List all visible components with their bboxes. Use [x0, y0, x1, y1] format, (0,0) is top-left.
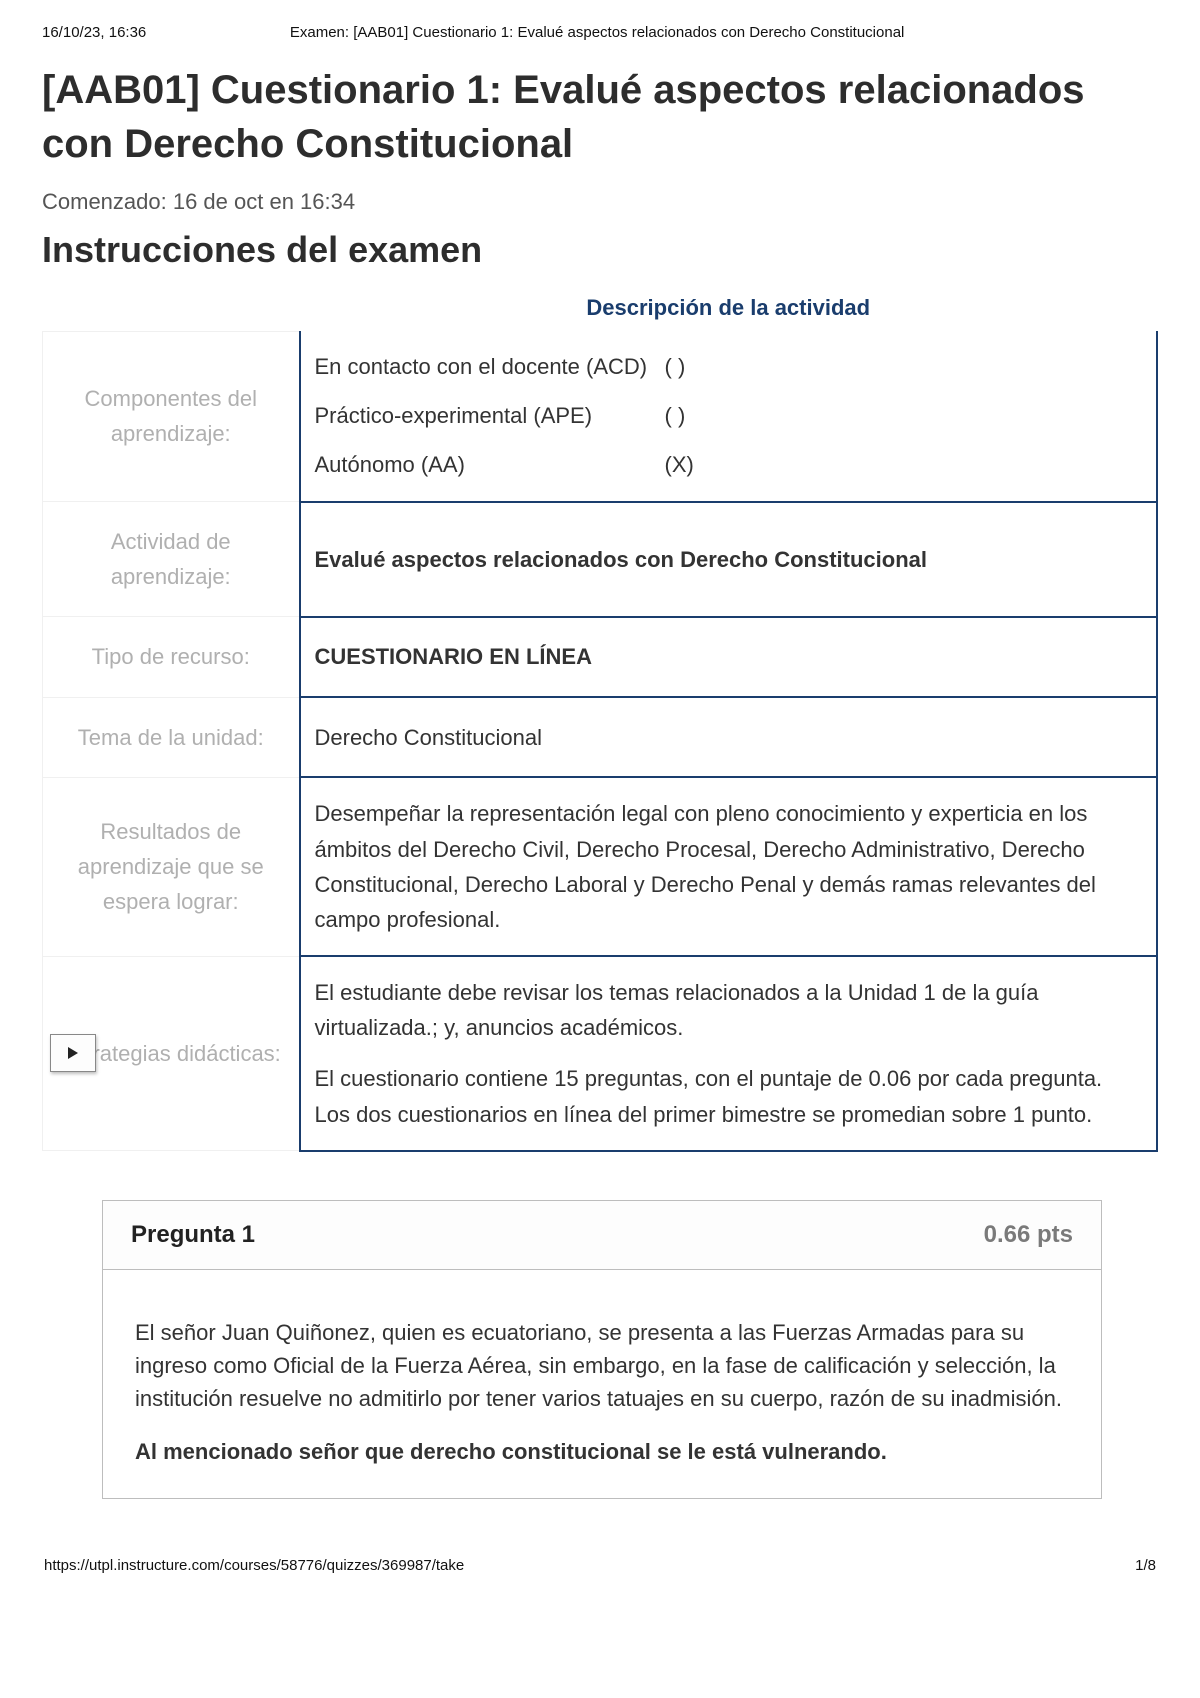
comp-name: En contacto con el docente (ACD): [315, 349, 665, 384]
started-at: Comenzado: 16 de oct en 16:34: [42, 189, 1158, 215]
page-title: [AAB01] Cuestionario 1: Evalué aspectos …: [42, 63, 1158, 171]
comp-name: Práctico-experimental (APE): [315, 398, 665, 433]
print-footer: https://utpl.instructure.com/courses/587…: [42, 1557, 1158, 1574]
row-label-estrategias: Estrategias didácticas:: [43, 956, 300, 1151]
comp-mark: (X): [665, 447, 694, 482]
table-row: Estrategias didácticas: El estudiante de…: [43, 956, 1158, 1151]
play-icon: [68, 1047, 78, 1059]
row-label-actividad: Actividad de aprendizaje:: [43, 502, 300, 617]
print-doc-title: Examen: [AAB01] Cuestionario 1: Evalué a…: [146, 24, 1048, 41]
instructions-heading: Instrucciones del examen: [42, 229, 1158, 271]
row-label-componentes: Componentes del aprendizaje:: [43, 331, 300, 502]
row-value-estrategias: El estudiante debe revisar los temas rel…: [300, 956, 1158, 1151]
table-row: Actividad de aprendizaje: Evalué aspecto…: [43, 502, 1158, 617]
activity-header: Descripción de la actividad: [300, 289, 1158, 331]
table-row: Tipo de recurso: CUESTIONARIO EN LÍNEA: [43, 617, 1158, 697]
row-value-actividad: Evalué aspectos relacionados con Derecho…: [300, 502, 1158, 617]
question-points: 0.66 pts: [984, 1221, 1073, 1249]
play-button[interactable]: [50, 1034, 96, 1072]
estrategias-para2: El cuestionario contiene 15 preguntas, c…: [315, 1061, 1143, 1131]
question-title: Pregunta 1: [131, 1221, 255, 1249]
estrategias-para1: El estudiante debe revisar los temas rel…: [315, 975, 1143, 1045]
question-box: Pregunta 1 0.66 pts El señor Juan Quiñon…: [102, 1200, 1102, 1499]
print-page: 1/8: [1135, 1557, 1156, 1574]
question-body: El señor Juan Quiñonez, quien es ecuator…: [103, 1270, 1101, 1498]
row-value-tema: Derecho Constitucional: [300, 697, 1158, 777]
print-url: https://utpl.instructure.com/courses/587…: [44, 1557, 464, 1574]
table-row: Componentes del aprendizaje: En contacto…: [43, 331, 1158, 502]
comp-name: Autónomo (AA): [315, 447, 665, 482]
print-header: 16/10/23, 16:36 Examen: [AAB01] Cuestion…: [42, 24, 1158, 41]
comp-mark: ( ): [665, 349, 686, 384]
row-label-resultados: Resultados de aprendizaje que se espera …: [43, 777, 300, 956]
print-timestamp: 16/10/23, 16:36: [42, 24, 146, 41]
question-header: Pregunta 1 0.66 pts: [103, 1201, 1101, 1270]
row-label-tipo: Tipo de recurso:: [43, 617, 300, 697]
row-value-resultados: Desempeñar la representación legal con p…: [300, 777, 1158, 956]
table-row: Tema de la unidad: Derecho Constituciona…: [43, 697, 1158, 777]
row-value-componentes: En contacto con el docente (ACD) ( ) Prá…: [300, 331, 1158, 502]
row-value-tipo: CUESTIONARIO EN LÍNEA: [300, 617, 1158, 697]
activity-table: Descripción de la actividad Componentes …: [42, 289, 1158, 1152]
question-text: El señor Juan Quiñonez, quien es ecuator…: [135, 1316, 1069, 1415]
table-row: Resultados de aprendizaje que se espera …: [43, 777, 1158, 956]
question-prompt: Al mencionado señor que derecho constitu…: [135, 1435, 1069, 1468]
comp-mark: ( ): [665, 398, 686, 433]
row-label-tema: Tema de la unidad:: [43, 697, 300, 777]
